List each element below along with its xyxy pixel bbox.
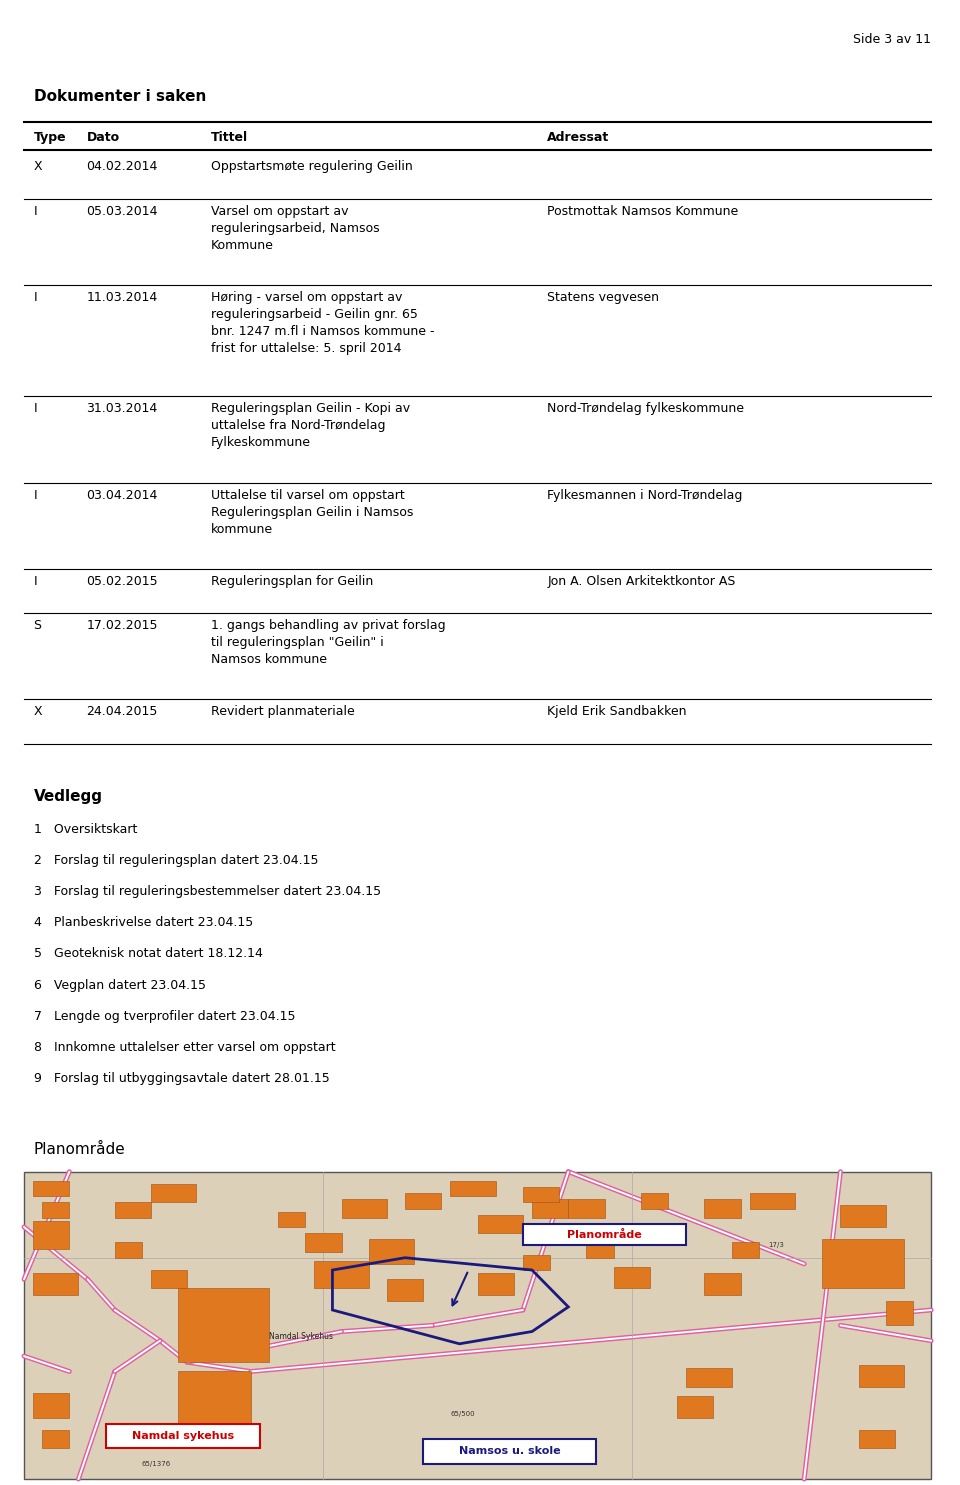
Text: I: I <box>34 291 37 304</box>
Bar <box>33 1393 69 1418</box>
Text: 17.02.2015: 17.02.2015 <box>86 619 157 633</box>
Bar <box>33 1221 69 1249</box>
Text: 4   Planbeskrivelse datert 23.04.15: 4 Planbeskrivelse datert 23.04.15 <box>34 916 252 930</box>
Bar <box>305 1233 342 1252</box>
Bar <box>106 1424 260 1448</box>
Bar <box>705 1273 741 1295</box>
Text: Uttalelse til varsel om oppstart
Reguleringsplan Geilin i Namsos
kommune: Uttalelse til varsel om oppstart Reguler… <box>211 489 414 536</box>
Text: Varsel om oppstart av
reguleringsarbeid, Namsos
Kommune: Varsel om oppstart av reguleringsarbeid,… <box>211 205 380 252</box>
Text: Tittel: Tittel <box>211 131 249 144</box>
Bar <box>151 1184 197 1203</box>
Text: I: I <box>34 205 37 218</box>
Bar <box>278 1212 305 1227</box>
Bar <box>823 1240 904 1289</box>
Text: Side 3 av 11: Side 3 av 11 <box>853 33 931 46</box>
Bar <box>532 1200 568 1218</box>
Text: 65/500: 65/500 <box>450 1411 475 1418</box>
Bar <box>732 1243 758 1258</box>
Text: 04.02.2014: 04.02.2014 <box>86 160 157 174</box>
Text: S: S <box>34 619 41 633</box>
Bar <box>369 1240 414 1264</box>
Bar <box>115 1203 151 1218</box>
Bar <box>151 1270 187 1289</box>
Bar <box>568 1200 605 1218</box>
Text: Postmottak Namsos Kommune: Postmottak Namsos Kommune <box>547 205 738 218</box>
Text: 05.02.2015: 05.02.2015 <box>86 575 158 588</box>
Bar <box>179 1289 269 1362</box>
Bar <box>613 1267 650 1289</box>
Bar <box>523 1224 686 1246</box>
Bar <box>641 1192 668 1209</box>
Bar <box>342 1200 387 1218</box>
Text: 31.03.2014: 31.03.2014 <box>86 402 157 416</box>
Text: 8   Innkomne uttalelser etter varsel om oppstart: 8 Innkomne uttalelser etter varsel om op… <box>34 1041 335 1054</box>
Text: X: X <box>34 160 42 174</box>
Bar <box>587 1240 613 1258</box>
Text: Kjeld Erik Sandbakken: Kjeld Erik Sandbakken <box>547 705 686 719</box>
Bar <box>686 1368 732 1387</box>
Text: Planområde: Planområde <box>567 1230 642 1240</box>
Text: 24.04.2015: 24.04.2015 <box>86 705 157 719</box>
Bar <box>33 1181 69 1197</box>
Text: Planområde: Planområde <box>34 1142 126 1157</box>
Text: 1   Oversiktskart: 1 Oversiktskart <box>34 823 137 836</box>
Bar <box>858 1365 904 1387</box>
Text: 7   Lengde og tverprofiler datert 23.04.15: 7 Lengde og tverprofiler datert 23.04.15 <box>34 1010 295 1023</box>
Text: Jon A. Olsen Arkitektkontor AS: Jon A. Olsen Arkitektkontor AS <box>547 575 735 588</box>
Text: X: X <box>34 705 42 719</box>
Bar <box>840 1206 886 1227</box>
Text: 6   Vegplan datert 23.04.15: 6 Vegplan datert 23.04.15 <box>34 979 205 992</box>
Text: Namsos u. skole: Namsos u. skole <box>459 1446 561 1457</box>
Text: I: I <box>34 402 37 416</box>
Bar <box>24 1172 931 1479</box>
Bar <box>423 1439 595 1464</box>
Bar <box>179 1372 251 1433</box>
Text: Revidert planmateriale: Revidert planmateriale <box>211 705 355 719</box>
Text: Type: Type <box>34 131 66 144</box>
Bar <box>705 1200 741 1218</box>
Text: Fylkesmannen i Nord-Trøndelag: Fylkesmannen i Nord-Trøndelag <box>547 489 743 502</box>
Text: 2   Forslag til reguleringsplan datert 23.04.15: 2 Forslag til reguleringsplan datert 23.… <box>34 854 318 867</box>
Text: Reguleringsplan for Geilin: Reguleringsplan for Geilin <box>211 575 373 588</box>
Text: I: I <box>34 575 37 588</box>
Text: Høring - varsel om oppstart av
reguleringsarbeid - Geilin gnr. 65
bnr. 1247 m.fl: Høring - varsel om oppstart av regulerin… <box>211 291 435 355</box>
Bar <box>450 1181 495 1197</box>
Text: Dokumenter i saken: Dokumenter i saken <box>34 89 206 104</box>
Text: Namdal Sykehus: Namdal Sykehus <box>269 1332 333 1341</box>
Text: 9   Forslag til utbyggingsavtale datert 28.01.15: 9 Forslag til utbyggingsavtale datert 28… <box>34 1072 329 1086</box>
Bar <box>42 1203 69 1218</box>
Text: Reguleringsplan Geilin - Kopi av
uttalelse fra Nord-Trøndelag
Fylkeskommune: Reguleringsplan Geilin - Kopi av uttalel… <box>211 402 410 450</box>
Bar <box>478 1215 523 1233</box>
Text: 03.04.2014: 03.04.2014 <box>86 489 157 502</box>
Text: Adressat: Adressat <box>547 131 610 144</box>
Bar <box>33 1273 79 1295</box>
Text: 05.03.2014: 05.03.2014 <box>86 205 157 218</box>
Bar <box>42 1430 69 1448</box>
Bar <box>387 1279 423 1301</box>
Bar <box>677 1396 713 1418</box>
Bar <box>886 1301 913 1326</box>
Text: Oppstartsmøte regulering Geilin: Oppstartsmøte regulering Geilin <box>211 160 413 174</box>
Text: 11.03.2014: 11.03.2014 <box>86 291 157 304</box>
Bar <box>478 1273 514 1295</box>
Text: I: I <box>34 489 37 502</box>
Text: 5   Geoteknisk notat datert 18.12.14: 5 Geoteknisk notat datert 18.12.14 <box>34 947 262 961</box>
Bar <box>523 1187 560 1203</box>
Bar <box>405 1192 442 1209</box>
Text: 1. gangs behandling av privat forslag
til reguleringsplan "Geilin" i
Namsos komm: 1. gangs behandling av privat forslag ti… <box>211 619 445 667</box>
Bar <box>523 1255 550 1270</box>
Text: Nord-Trøndelag fylkeskommune: Nord-Trøndelag fylkeskommune <box>547 402 744 416</box>
Text: 17/3: 17/3 <box>768 1243 783 1249</box>
Bar <box>750 1192 795 1209</box>
Text: 65/1376: 65/1376 <box>142 1461 171 1467</box>
Bar <box>314 1261 369 1289</box>
Bar <box>858 1430 895 1448</box>
Text: Dato: Dato <box>86 131 120 144</box>
Text: Statens vegvesen: Statens vegvesen <box>547 291 660 304</box>
Text: Namdal sykehus: Namdal sykehus <box>132 1432 234 1440</box>
Text: Vedlegg: Vedlegg <box>34 789 103 803</box>
Bar <box>115 1243 142 1258</box>
Text: 3   Forslag til reguleringsbestemmelser datert 23.04.15: 3 Forslag til reguleringsbestemmelser da… <box>34 885 381 898</box>
